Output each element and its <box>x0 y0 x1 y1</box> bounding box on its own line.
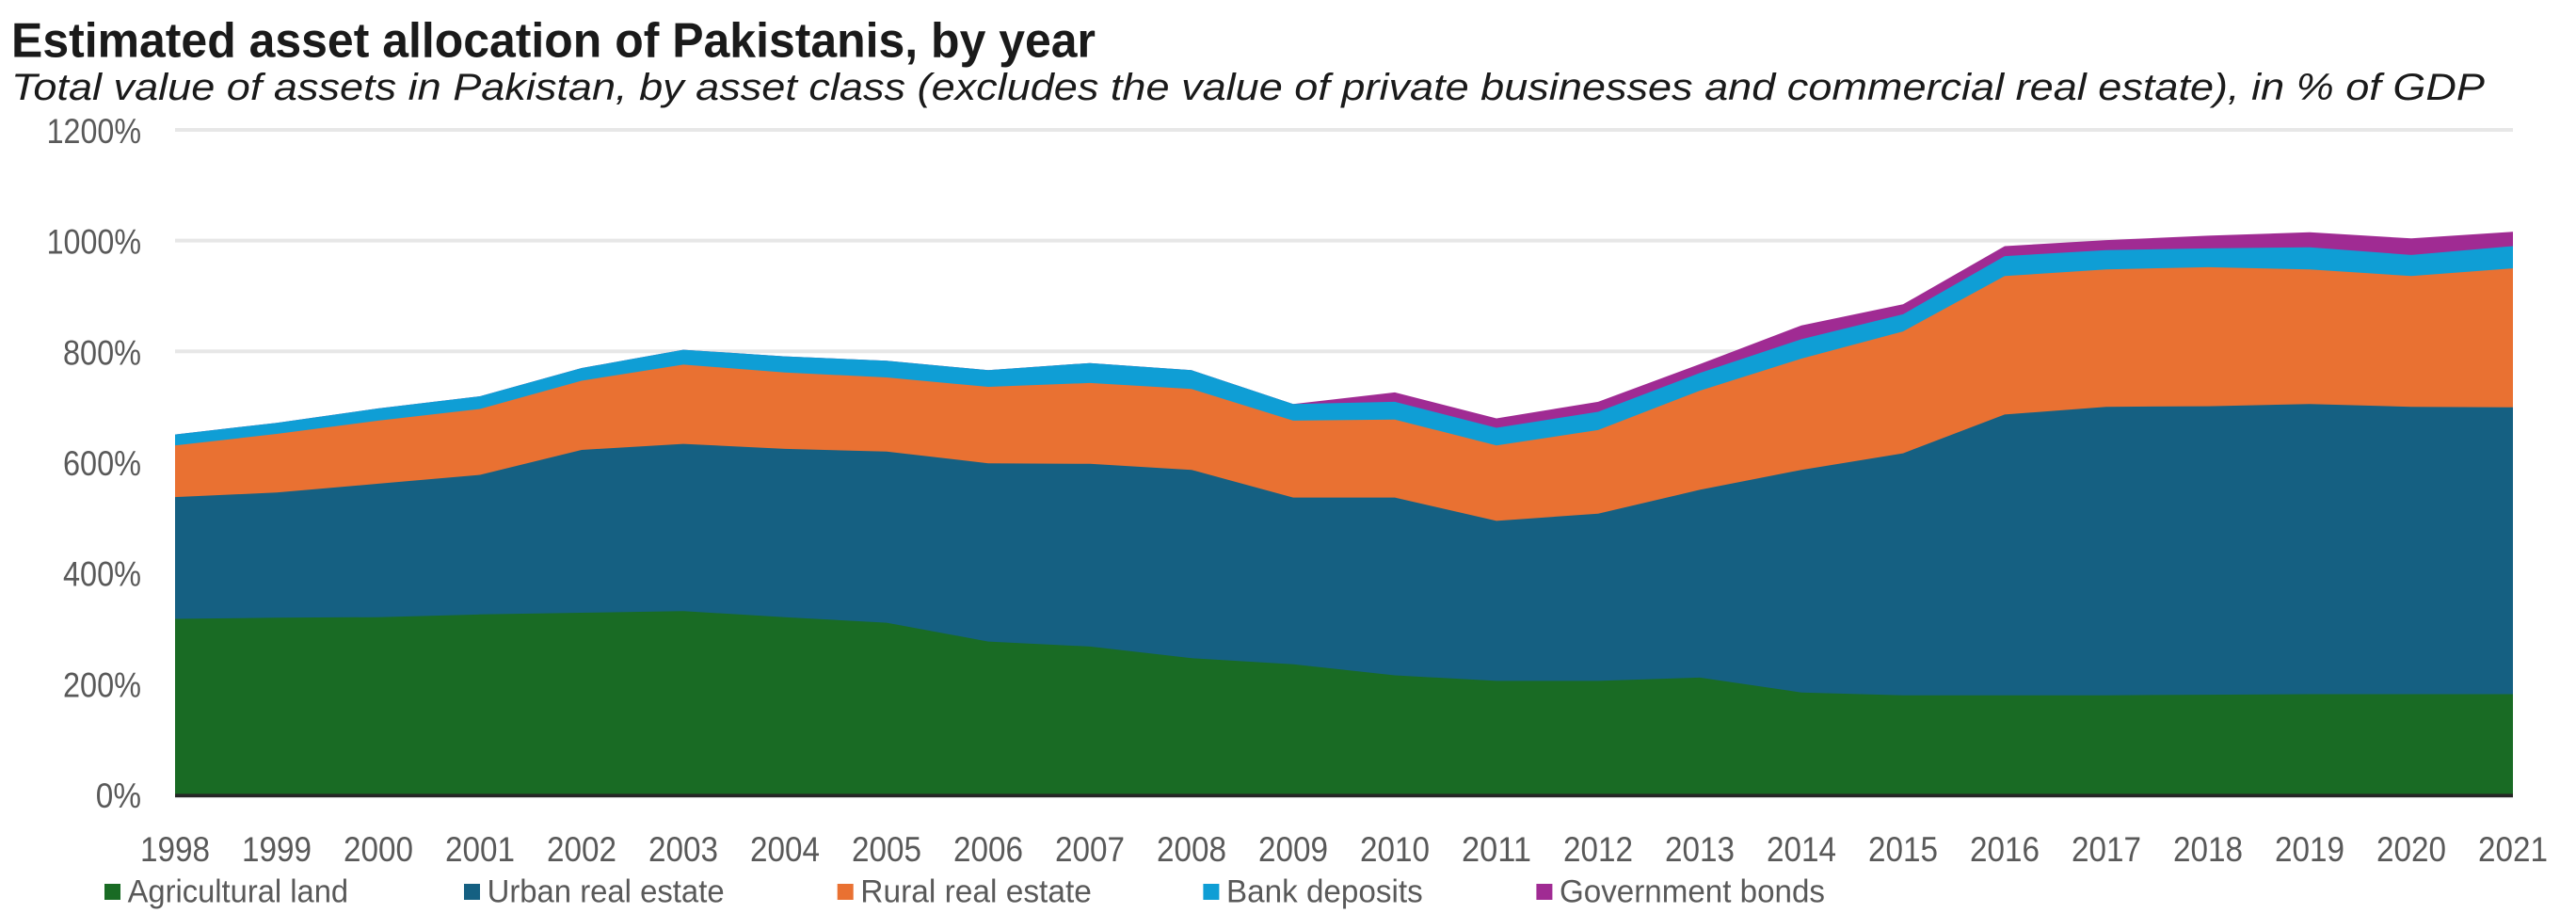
svg-text:0%: 0% <box>96 777 141 815</box>
svg-text:2019: 2019 <box>2275 830 2344 869</box>
svg-text:Total value of assets in Pakis: Total value of assets in Pakistan, by as… <box>11 67 2485 108</box>
svg-text:2011: 2011 <box>1462 830 1531 869</box>
svg-text:2014: 2014 <box>1767 830 1836 869</box>
svg-text:2003: 2003 <box>648 830 718 869</box>
svg-text:2012: 2012 <box>1563 830 1633 869</box>
svg-text:Estimated asset allocation of: Estimated asset allocation of Pakistanis… <box>11 14 1096 69</box>
svg-text:Government bonds: Government bonds <box>1560 874 1825 910</box>
svg-text:1200%: 1200% <box>47 112 141 151</box>
svg-text:2001: 2001 <box>445 830 515 869</box>
svg-text:Rural real estate: Rural real estate <box>860 874 1092 910</box>
svg-text:2020: 2020 <box>2376 830 2446 869</box>
svg-text:2007: 2007 <box>1055 830 1125 869</box>
svg-text:2015: 2015 <box>1868 830 1938 869</box>
svg-text:Bank deposits: Bank deposits <box>1226 874 1423 910</box>
svg-text:2016: 2016 <box>1970 830 2040 869</box>
svg-text:2000: 2000 <box>344 830 413 869</box>
svg-text:2013: 2013 <box>1665 830 1735 869</box>
svg-text:800%: 800% <box>63 333 141 372</box>
svg-text:2021: 2021 <box>2478 830 2548 869</box>
svg-text:2017: 2017 <box>2072 830 2141 869</box>
svg-text:2004: 2004 <box>750 830 820 869</box>
svg-text:2010: 2010 <box>1360 830 1430 869</box>
svg-text:2008: 2008 <box>1157 830 1226 869</box>
svg-text:1000%: 1000% <box>47 223 141 262</box>
svg-text:2006: 2006 <box>953 830 1023 869</box>
svg-text:600%: 600% <box>63 444 141 483</box>
svg-text:2005: 2005 <box>852 830 921 869</box>
svg-text:200%: 200% <box>63 665 141 704</box>
svg-text:1998: 1998 <box>140 830 210 869</box>
svg-text:2009: 2009 <box>1258 830 1328 869</box>
svg-text:Agricultural land: Agricultural land <box>128 874 349 910</box>
svg-text:1999: 1999 <box>242 830 312 869</box>
svg-text:400%: 400% <box>63 555 141 594</box>
svg-text:Urban real estate: Urban real estate <box>488 874 725 910</box>
svg-text:2018: 2018 <box>2173 830 2243 869</box>
svg-text:2002: 2002 <box>547 830 616 869</box>
